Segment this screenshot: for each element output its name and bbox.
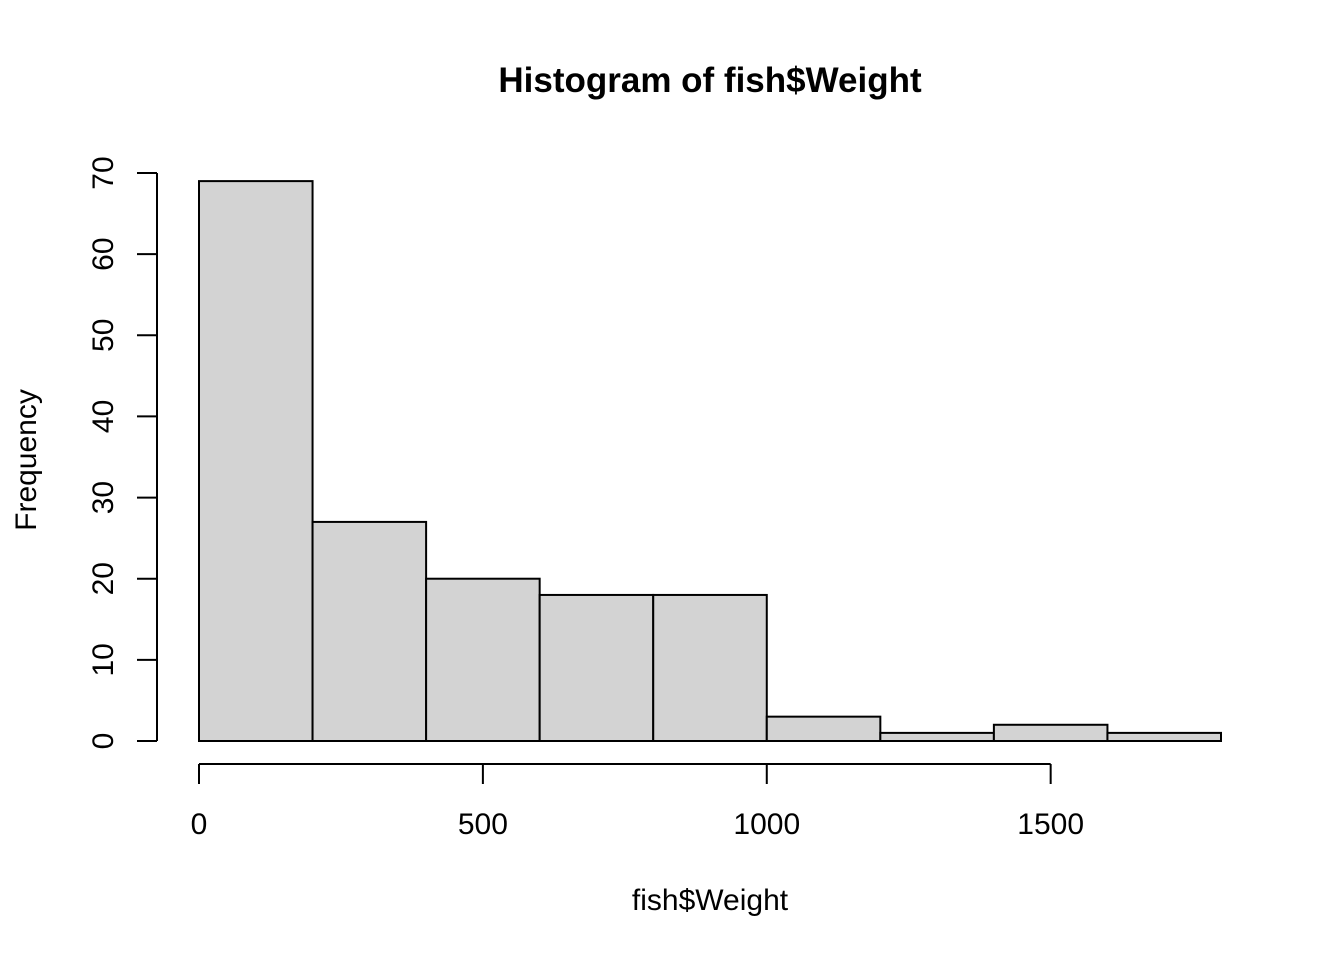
- x-axis: 0 500 1000 1500: [191, 763, 1084, 841]
- histogram-bar-7: [992, 723, 1109, 742]
- histogram-bar-8: [1106, 731, 1223, 743]
- histogram-bar-4: [652, 593, 768, 743]
- y-axis: 0 10 20 30 40 50 60 70: [87, 156, 158, 750]
- y-tick-label-4: 40: [87, 400, 120, 433]
- y-tick-label-0: 0: [87, 733, 120, 750]
- x-tick-label-3: 1500: [1017, 808, 1084, 841]
- bars-group: [198, 180, 1223, 743]
- y-tick-label-6: 60: [87, 237, 120, 270]
- histogram-bar-2: [425, 577, 541, 743]
- x-tick-label-1: 500: [458, 808, 508, 841]
- x-tick-label-0: 0: [191, 808, 208, 841]
- y-tick-label-1: 10: [87, 643, 120, 676]
- histogram-bar-0: [198, 180, 314, 743]
- histogram-bar-1: [311, 520, 428, 743]
- histogram-bar-6: [879, 731, 995, 743]
- x-tick-label-2: 1000: [733, 808, 800, 841]
- histogram-bar-5: [765, 715, 882, 743]
- y-axis-label: Frequency: [10, 389, 43, 531]
- chart-title: Histogram of fish$Weight: [498, 61, 922, 100]
- histogram-bar-3: [538, 593, 655, 743]
- y-tick-label-3: 30: [87, 481, 120, 514]
- y-tick-label-5: 50: [87, 319, 120, 352]
- y-tick-label-7: 70: [87, 156, 120, 189]
- y-tick-label-2: 20: [87, 562, 120, 595]
- x-axis-label: fish$Weight: [632, 884, 789, 917]
